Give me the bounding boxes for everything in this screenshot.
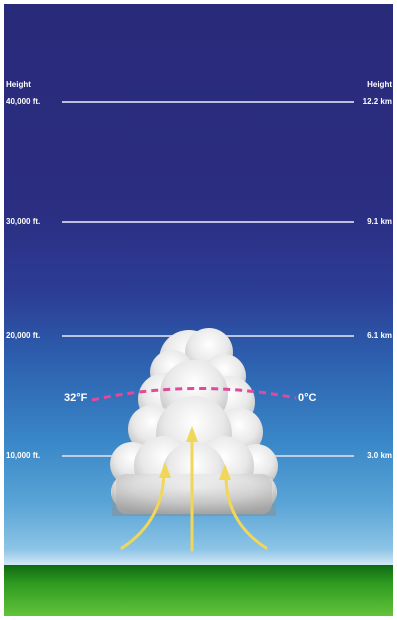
right-arrowhead-icon — [219, 464, 231, 480]
level-12-2-km-label: 12.2 km — [362, 97, 392, 106]
level-40000-ft-label: 40,000 ft. — [6, 97, 41, 106]
level-40000-gridline — [62, 101, 354, 103]
left-arrowhead-icon — [159, 462, 171, 478]
freezing-level-line — [91, 386, 297, 402]
left-updraft-arrow — [120, 472, 166, 550]
cloud-diagram — [91, 328, 297, 552]
level-20000-ft-label: 20,000 ft. — [6, 331, 41, 340]
height-heading-left: Height — [6, 80, 31, 89]
center-arrowhead-icon — [186, 426, 198, 442]
ground — [4, 565, 393, 616]
height-heading-right: Height — [367, 80, 392, 89]
freezing-fahrenheit-label: 32°F — [64, 392, 88, 404]
level-6-1-km-label: 6.1 km — [367, 331, 392, 340]
level-3-0-km-label: 3.0 km — [367, 451, 392, 460]
level-10000-ft-label: 10,000 ft. — [6, 451, 41, 460]
cumulus-cloud — [110, 328, 278, 516]
freezing-celsius-label: 0°C — [298, 392, 317, 404]
level-30000-gridline — [62, 221, 354, 223]
updraft-arrows — [120, 436, 268, 552]
level-9-1-km-label: 9.1 km — [367, 217, 392, 226]
sky-background: Height Height 40,000 ft. 12.2 km 30,000 … — [4, 4, 393, 616]
right-updraft-arrow — [224, 474, 268, 550]
level-30000-ft-label: 30,000 ft. — [6, 217, 41, 226]
